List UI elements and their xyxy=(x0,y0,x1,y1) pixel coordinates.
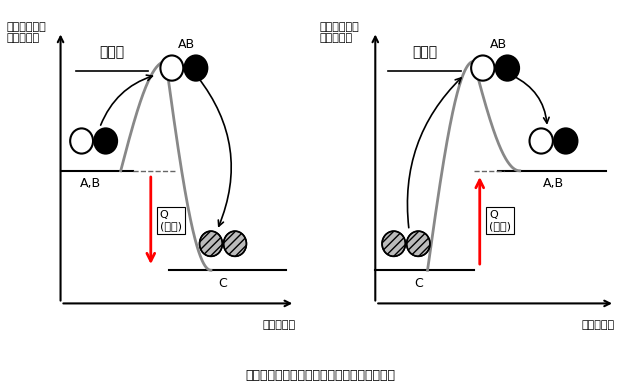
Text: 発熱と吸熱が逆だが、熱量の大きさは同じ。: 発熱と吸熱が逆だが、熱量の大きさは同じ。 xyxy=(245,369,395,382)
Text: ポテンシャル
エネルギー: ポテンシャル エネルギー xyxy=(6,21,46,43)
Text: 逆反応: 逆反応 xyxy=(412,45,437,59)
Text: AB: AB xyxy=(490,39,507,51)
Text: A,B: A,B xyxy=(80,177,101,190)
Text: A,B: A,B xyxy=(543,177,564,190)
Circle shape xyxy=(94,128,117,154)
Circle shape xyxy=(184,55,207,81)
Circle shape xyxy=(471,55,495,81)
Circle shape xyxy=(161,55,183,81)
Circle shape xyxy=(554,128,577,154)
Circle shape xyxy=(382,231,405,256)
Text: AB: AB xyxy=(179,39,195,51)
Text: 反応の進行: 反応の進行 xyxy=(262,320,295,330)
Circle shape xyxy=(200,231,222,256)
Text: ポテンシャル
エネルギー: ポテンシャル エネルギー xyxy=(320,21,360,43)
Text: Q
(吸熱): Q (吸熱) xyxy=(489,210,511,231)
Text: 反応の進行: 反応の進行 xyxy=(582,320,615,330)
Text: 正反応: 正反応 xyxy=(99,45,124,59)
Text: C: C xyxy=(414,277,422,290)
Circle shape xyxy=(70,128,93,154)
Circle shape xyxy=(223,231,246,256)
Circle shape xyxy=(529,128,553,154)
Text: Q
(発熱): Q (発熱) xyxy=(160,210,182,231)
Circle shape xyxy=(406,231,430,256)
Text: C: C xyxy=(219,277,227,290)
Circle shape xyxy=(496,55,519,81)
